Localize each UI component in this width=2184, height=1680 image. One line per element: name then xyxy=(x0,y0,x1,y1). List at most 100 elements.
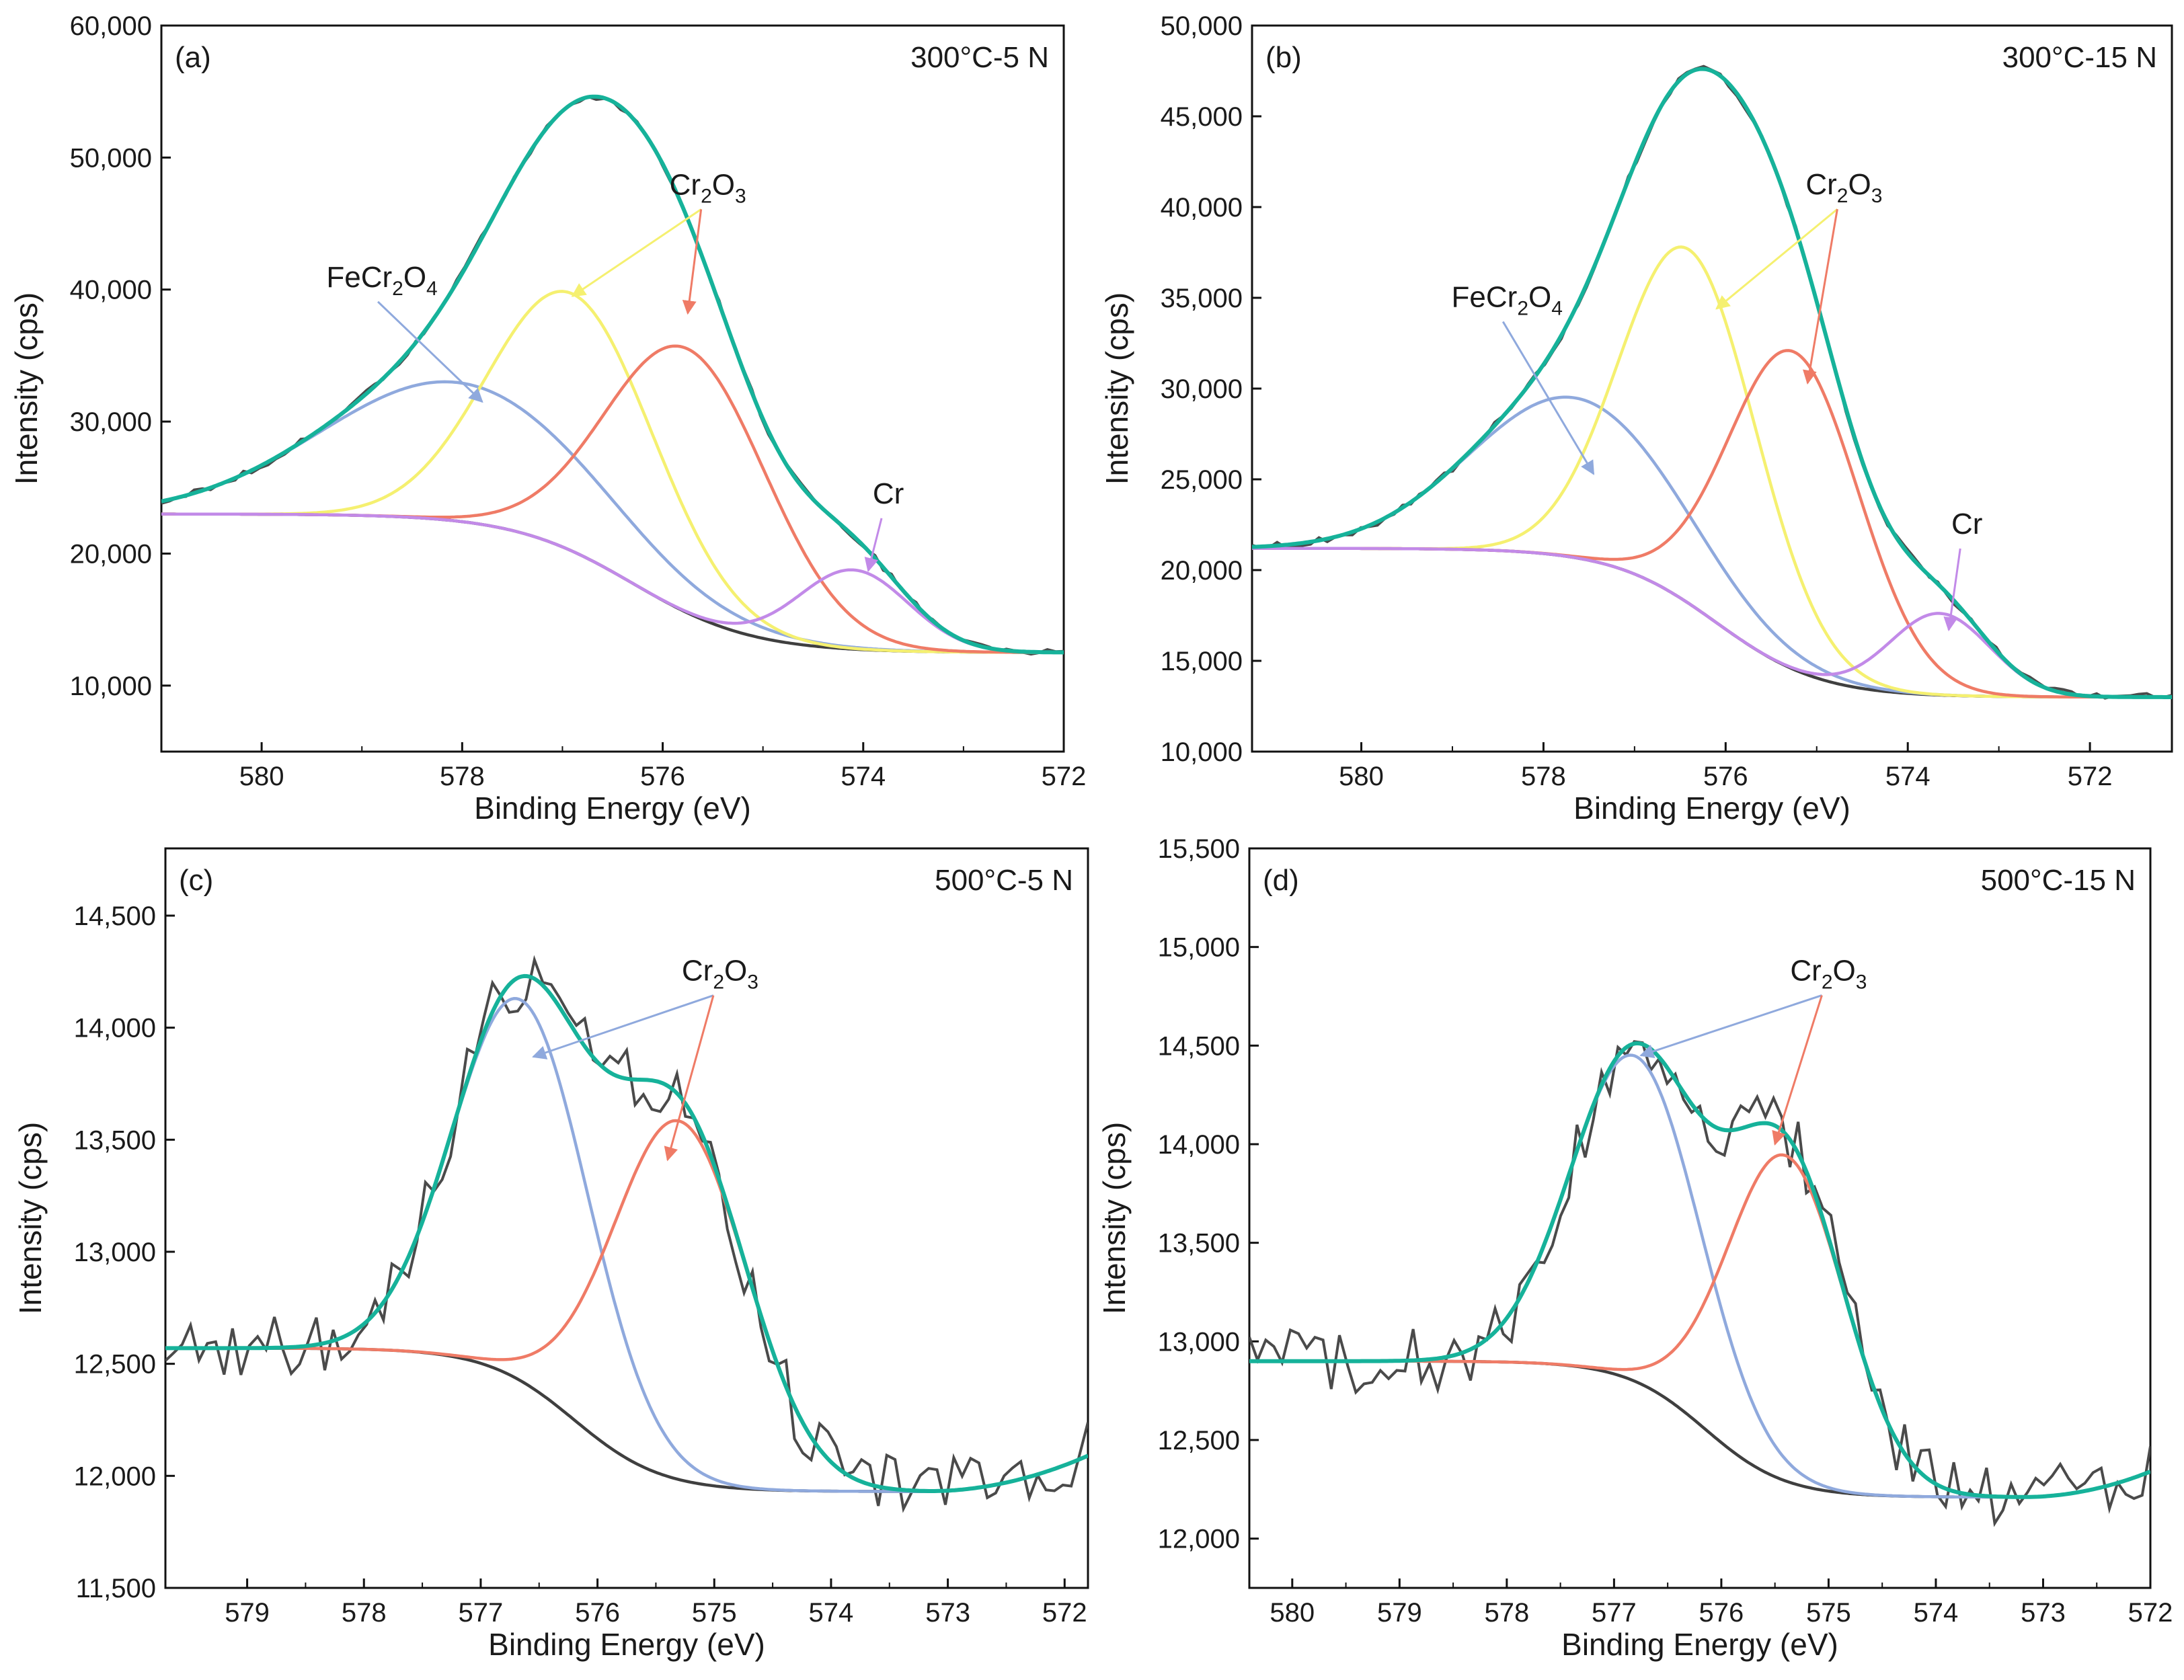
x-tick-label: 580 xyxy=(1339,762,1384,791)
component-line xyxy=(165,997,1088,1493)
background-line xyxy=(161,512,1064,654)
x-tick-label: 574 xyxy=(841,762,886,791)
y-tick-label: 13,000 xyxy=(1158,1327,1240,1357)
component-line xyxy=(161,512,1064,654)
plot-area xyxy=(165,955,1088,1513)
y-tick-label: 40,000 xyxy=(1161,193,1243,223)
x-tick-label: 577 xyxy=(1592,1598,1637,1628)
y-tick-label: 50,000 xyxy=(70,143,152,173)
annotation-arrow xyxy=(1502,321,1595,475)
plot-frame xyxy=(164,847,1089,1589)
condition-label: 500°C-15 N xyxy=(1981,864,2136,897)
component-line xyxy=(1249,1153,2150,1499)
x-tick-label: 576 xyxy=(1703,762,1748,791)
x-tick-label: 573 xyxy=(925,1598,970,1628)
y-tick-label: 15,000 xyxy=(1158,933,1240,963)
y-tick-label: 45,000 xyxy=(1161,102,1243,132)
background-line xyxy=(1249,1359,2150,1499)
y-tick-label: 12,000 xyxy=(1158,1525,1240,1554)
y-tick-label: 15,500 xyxy=(1158,834,1240,864)
x-tick-label: 576 xyxy=(1699,1598,1744,1628)
y-tick-label: 10,000 xyxy=(70,672,152,701)
x-tick-label: 574 xyxy=(809,1598,854,1628)
y-tick-label: 12,000 xyxy=(74,1462,156,1491)
annotation-label: Cr xyxy=(1951,508,1982,541)
y-tick-label: 30,000 xyxy=(70,407,152,437)
background-line xyxy=(1252,547,2172,699)
y-tick-label: 12,500 xyxy=(74,1350,156,1379)
background-line xyxy=(165,1347,1088,1493)
x-tick-label: 572 xyxy=(1042,762,1087,791)
y-tick-label: 11,500 xyxy=(76,1574,156,1603)
envelope-line xyxy=(165,973,1088,1493)
annotation-arrow xyxy=(1772,995,1823,1146)
annotation-arrow xyxy=(532,994,714,1059)
plot-frame xyxy=(1248,847,2152,1589)
x-tick-label: 580 xyxy=(1270,1598,1315,1628)
y-tick-label: 50,000 xyxy=(1161,11,1243,41)
envelope-line xyxy=(1252,67,2172,699)
plot-area xyxy=(161,94,1064,656)
plot-frame xyxy=(1251,24,2173,753)
panel-a: 580 578 576 574 572 10,000 20,000 30,000 40,000 5… xyxy=(9,11,1086,826)
y-tick-label: 14,500 xyxy=(1158,1031,1240,1061)
condition-label: 300°C-5 N xyxy=(910,41,1049,74)
component-line xyxy=(161,380,1064,654)
annotation-arrow xyxy=(1803,208,1838,385)
component-line xyxy=(1252,349,2172,699)
y-tick-label: 40,000 xyxy=(70,276,152,305)
y-axis-title: Intensity (cps) xyxy=(1099,292,1134,485)
x-tick-label: 578 xyxy=(1521,762,1566,791)
y-tick-label: 20,000 xyxy=(1161,556,1243,586)
panel-b: 580 578 576 574 572 10,000 15,000 20,000 25,000 3… xyxy=(1099,11,2173,826)
x-tick-label: 576 xyxy=(575,1598,620,1628)
condition-label: 300°C-15 N xyxy=(2002,41,2157,74)
annotation-label: Cr2O3 xyxy=(1805,168,1882,207)
annotation-arrow xyxy=(1943,548,1961,632)
y-axis-title: Intensity (cps) xyxy=(13,1122,48,1314)
annotation-arrow xyxy=(864,518,883,573)
y-tick-label: 14,000 xyxy=(1158,1130,1240,1160)
y-axis-title: Intensity (cps) xyxy=(9,292,44,485)
plot-area xyxy=(1249,1040,2150,1527)
plot-area xyxy=(1252,65,2172,700)
raw-spectrum-line xyxy=(1252,65,2172,700)
x-tick-label: 577 xyxy=(459,1598,504,1628)
annotation-arrow xyxy=(571,208,702,297)
x-tick-label: 572 xyxy=(2128,1598,2173,1628)
plot-frame xyxy=(160,24,1065,753)
panel-label: (a) xyxy=(175,41,211,74)
annotation-arrow xyxy=(1639,994,1822,1059)
y-tick-label: 30,000 xyxy=(1161,374,1243,404)
y-axis-title: Intensity (cps) xyxy=(1097,1122,1132,1314)
annotation-label: Cr2O3 xyxy=(682,955,758,994)
annotation-arrow xyxy=(664,995,715,1162)
x-tick-label: 579 xyxy=(1377,1598,1422,1628)
y-tick-label: 13,500 xyxy=(1158,1229,1240,1258)
annotation-arrow xyxy=(377,301,483,403)
annotation-label: Cr xyxy=(873,477,904,510)
envelope-line xyxy=(161,94,1064,655)
condition-label: 500°C-5 N xyxy=(935,864,1073,897)
x-tick-label: 572 xyxy=(2068,762,2113,791)
x-tick-label: 574 xyxy=(1914,1598,1959,1628)
x-tick-label: 575 xyxy=(692,1598,737,1628)
x-axis-title: Binding Energy (eV) xyxy=(1573,791,1850,826)
x-tick-label: 572 xyxy=(1042,1598,1087,1628)
raw-spectrum-line xyxy=(165,955,1088,1513)
panel-label: (b) xyxy=(1265,41,1302,74)
component-line xyxy=(161,290,1064,654)
annotation-arrow xyxy=(1715,208,1838,310)
panels: 580 578 576 574 572 10,000 20,000 30,000 40,000 5… xyxy=(9,11,2173,1662)
envelope-line xyxy=(1249,1041,2150,1499)
y-tick-label: 10,000 xyxy=(1161,737,1243,767)
y-tick-label: 25,000 xyxy=(1161,465,1243,495)
y-tick-label: 14,000 xyxy=(74,1014,156,1043)
panel-c: 579 578 577 576 575 574 573 572 11,500 12,000 12,5… xyxy=(13,847,1089,1662)
annotation-label: Cr2O3 xyxy=(1790,955,1867,994)
x-tick-label: 574 xyxy=(1885,762,1930,791)
y-tick-label: 12,500 xyxy=(1158,1426,1240,1455)
y-tick-label: 20,000 xyxy=(70,539,152,569)
x-tick-label: 575 xyxy=(1806,1598,1851,1628)
